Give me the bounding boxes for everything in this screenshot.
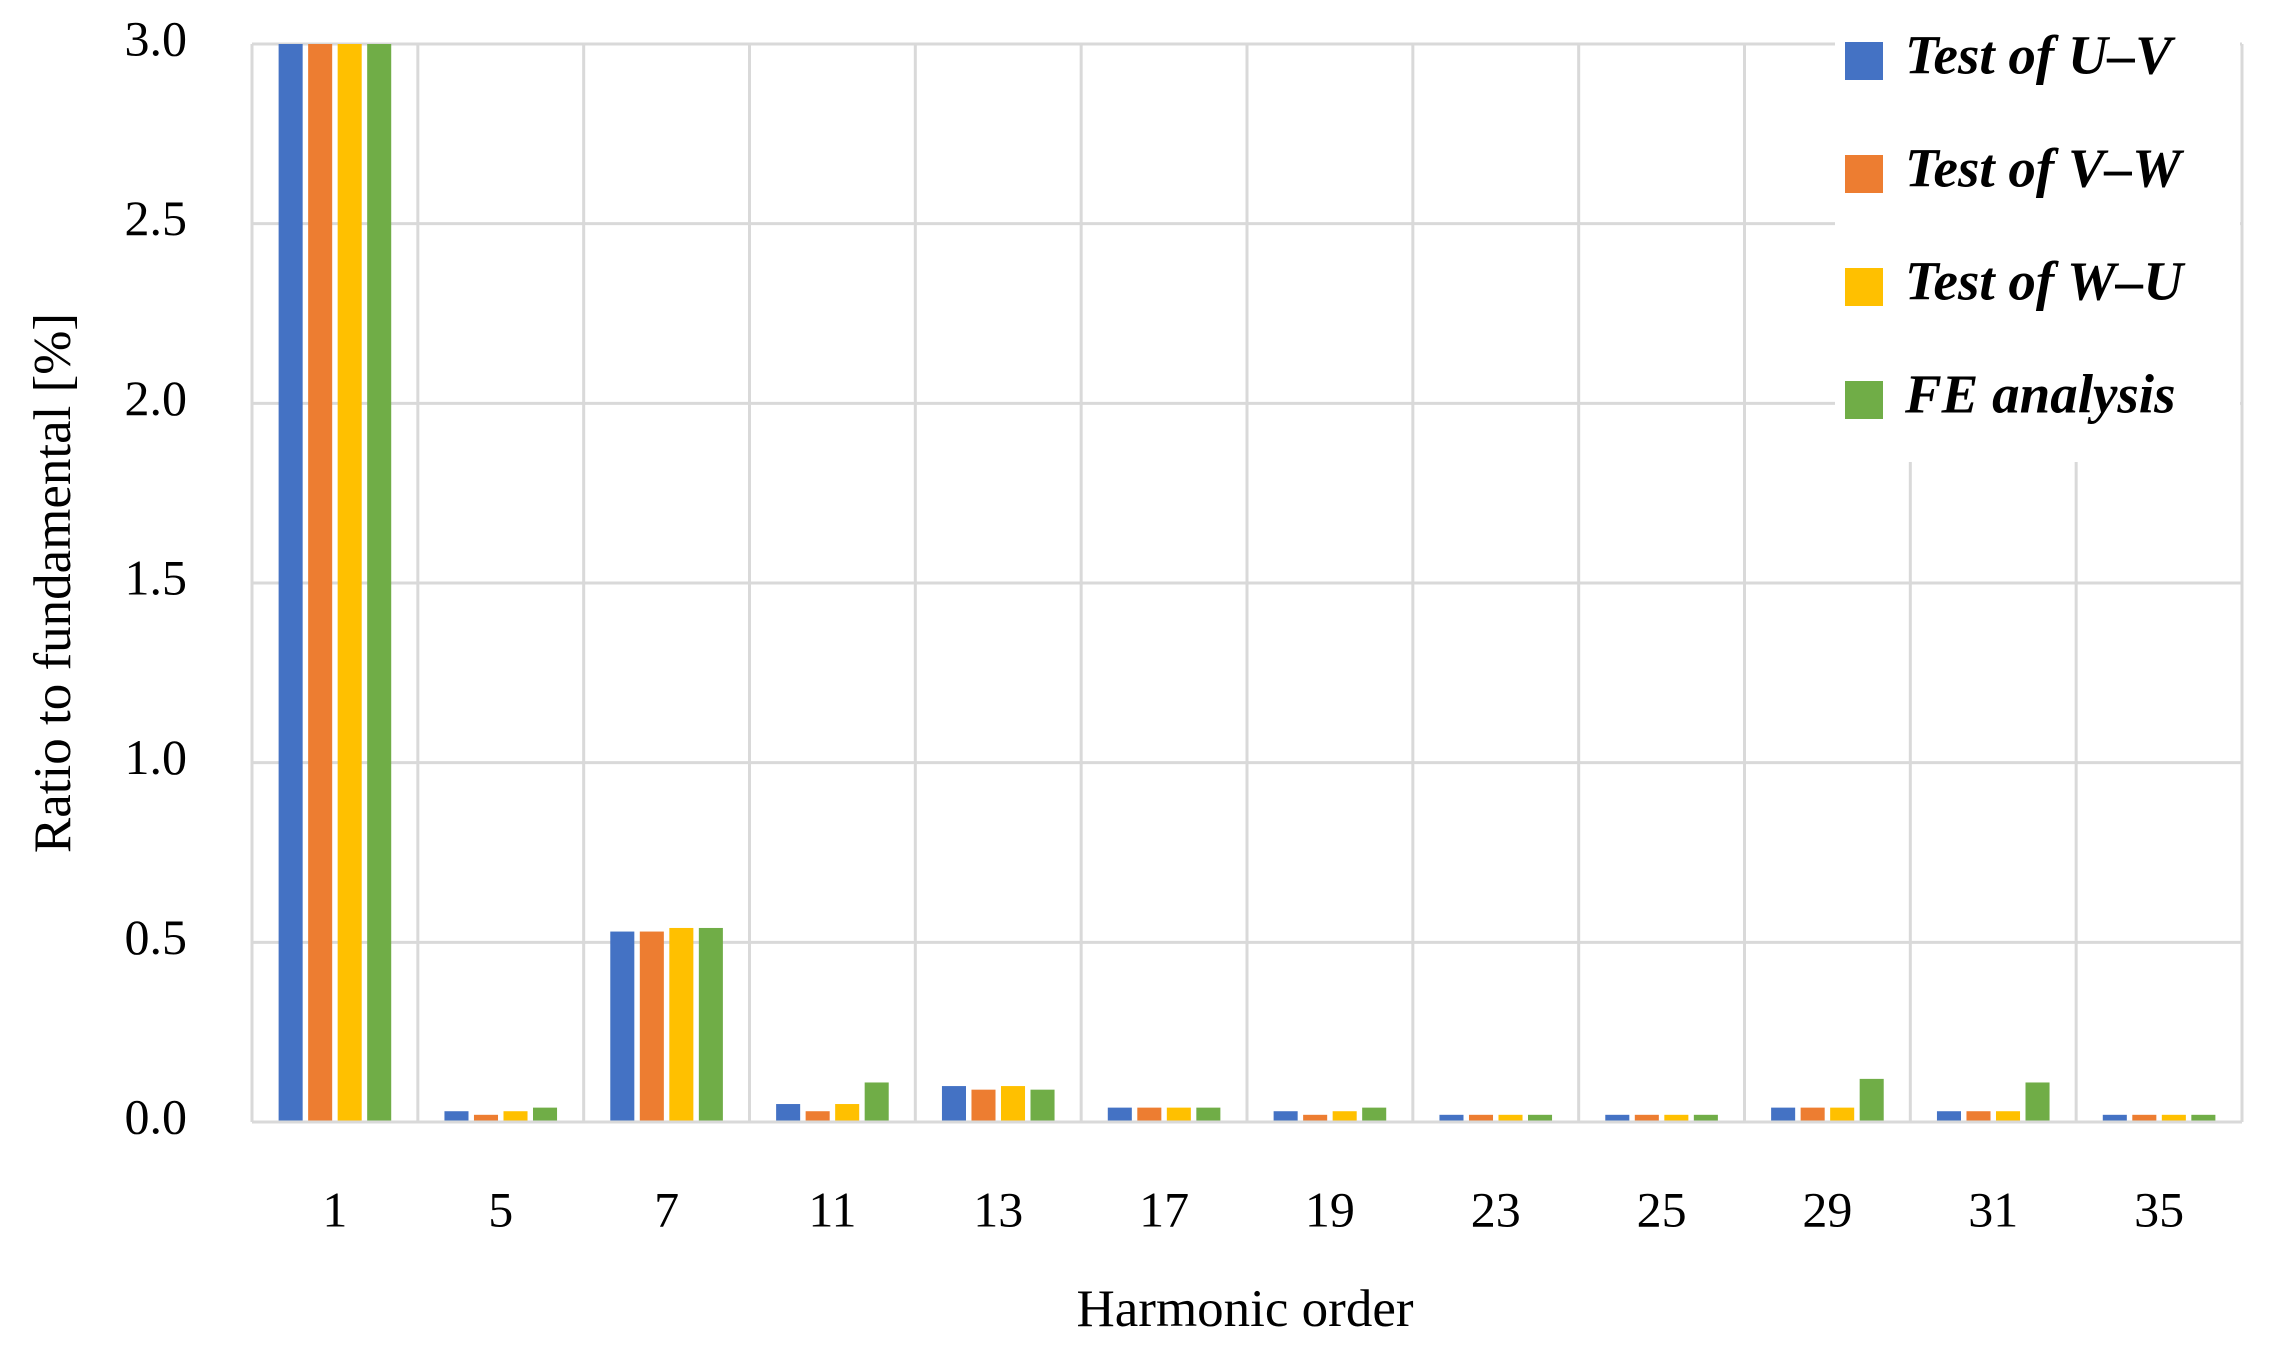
bar [1605, 1114, 1630, 1122]
bar [805, 1111, 830, 1122]
x-tick-label: 23 [1471, 1181, 1521, 1237]
legend-label: Test of W–U [1905, 251, 2186, 312]
bar [473, 1114, 499, 1122]
legend-label: Test of U–V [1905, 25, 2176, 86]
bar [2161, 1114, 2186, 1122]
bar [2025, 1082, 2050, 1122]
y-tick-label: 2.5 [125, 190, 188, 246]
bar [1528, 1114, 1553, 1122]
bar [533, 1107, 558, 1122]
bar [669, 927, 694, 1122]
bar [2102, 1114, 2127, 1122]
bar [698, 927, 723, 1122]
bar [835, 1104, 860, 1122]
y-axis-title: Ratio to fundamental [%] [24, 313, 82, 853]
x-axis-title: Harmonic order [1077, 1280, 1414, 1338]
bar [941, 1086, 966, 1122]
y-tick-label: 2.0 [125, 370, 188, 426]
y-tick-label: 0.0 [125, 1088, 188, 1144]
bar [639, 931, 664, 1122]
bar [971, 1089, 996, 1122]
bar [444, 1111, 469, 1122]
legend-swatch [1845, 381, 1883, 419]
bar [776, 1104, 801, 1122]
x-tick-label: 19 [1305, 1181, 1355, 1237]
bar [1634, 1114, 1659, 1122]
y-tick-label: 0.5 [125, 909, 188, 965]
bar [1362, 1107, 1387, 1122]
bar [1030, 1089, 1055, 1122]
bar [337, 44, 362, 1122]
bar [1273, 1111, 1298, 1122]
x-tick-label: 13 [973, 1181, 1023, 1237]
bar [1995, 1111, 2021, 1122]
legend-swatch [1845, 155, 1883, 193]
x-tick-label: 31 [1968, 1181, 2018, 1237]
bar [2191, 1114, 2216, 1122]
bar [1859, 1078, 1884, 1122]
bar [1693, 1114, 1718, 1122]
bar [1196, 1107, 1221, 1122]
x-tick-label: 35 [2134, 1181, 2184, 1237]
x-tick-label: 1 [322, 1181, 347, 1237]
y-tick-label: 3.0 [125, 10, 188, 66]
x-tick-label: 25 [1637, 1181, 1687, 1237]
bar [2132, 1114, 2157, 1122]
bar [1137, 1107, 1162, 1122]
bar [1107, 1107, 1132, 1122]
x-tick-label: 7 [654, 1181, 679, 1237]
legend-label: FE analysis [1904, 364, 2176, 425]
y-tick-label: 1.0 [125, 729, 188, 785]
y-tick-label: 1.5 [125, 549, 188, 605]
bar [1966, 1111, 1991, 1122]
bar [1830, 1107, 1855, 1122]
bar [278, 44, 303, 1122]
bar [1303, 1114, 1328, 1122]
x-tick-label: 29 [1802, 1181, 1852, 1237]
bar [1000, 1086, 1026, 1122]
bar [1771, 1107, 1796, 1122]
legend-background [1835, 20, 2240, 462]
bar [503, 1111, 528, 1122]
legend-swatch [1845, 268, 1883, 306]
bar [610, 931, 635, 1122]
bar [1439, 1114, 1464, 1122]
x-tick-label: 11 [808, 1181, 856, 1237]
bar [1468, 1114, 1494, 1122]
bar [308, 44, 333, 1122]
bar [1332, 1111, 1357, 1122]
bar [367, 44, 392, 1122]
bar [1936, 1111, 1961, 1122]
legend-label: Test of V–W [1905, 138, 2185, 199]
bar [1800, 1107, 1825, 1122]
x-tick-label: 5 [488, 1181, 513, 1237]
bar [1664, 1114, 1689, 1122]
bar [864, 1082, 889, 1122]
legend-swatch [1845, 42, 1883, 80]
x-tick-label: 17 [1139, 1181, 1189, 1237]
bar [1166, 1107, 1191, 1122]
bar [1498, 1114, 1523, 1122]
